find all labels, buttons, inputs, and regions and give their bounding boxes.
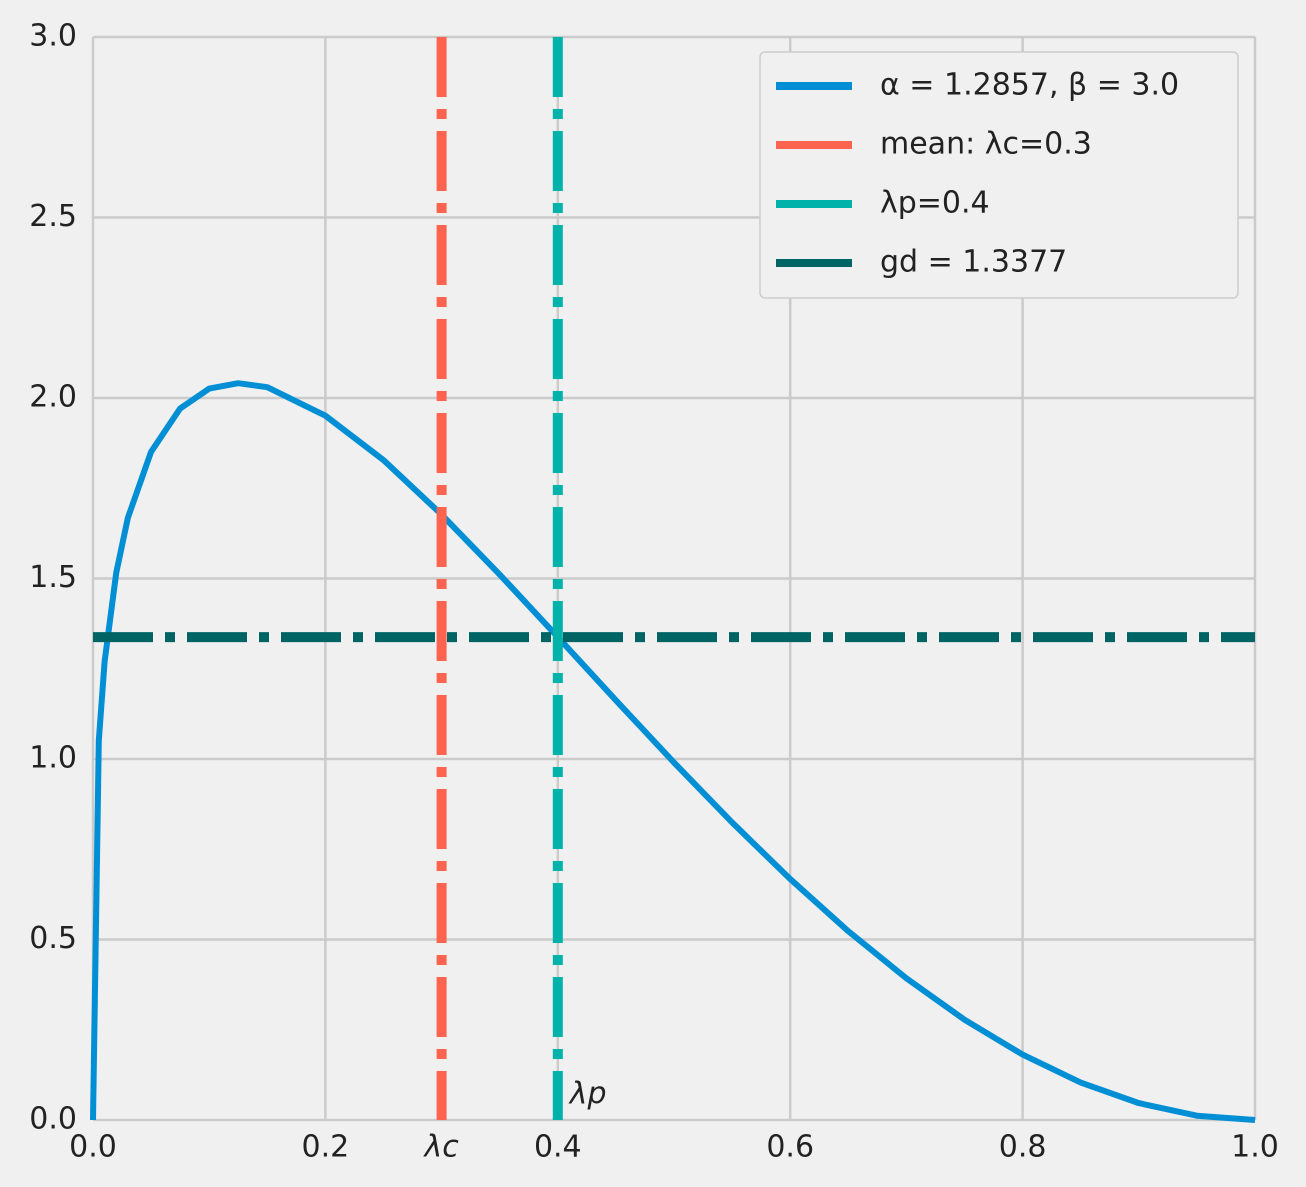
annotation: λp (568, 1077, 607, 1112)
x-tick-label: 1.0 (1231, 1130, 1279, 1165)
curve (90, 380, 1256, 1123)
legend-label: λp=0.4 (880, 186, 990, 221)
legend-label: gd = 1.3377 (880, 245, 1067, 280)
y-tick-label: 0.0 (29, 1102, 77, 1137)
y-tick-label: 1.0 (29, 741, 77, 776)
y-tick-label: 0.5 (29, 921, 77, 956)
legend-label: α = 1.2857, β = 3.0 (880, 68, 1179, 103)
x-tick-label: 0.0 (69, 1130, 117, 1165)
x-tick-label: 0.4 (534, 1130, 582, 1165)
y-tick-label: 2.5 (29, 199, 77, 234)
legend-label: mean: λc=0.3 (880, 127, 1092, 162)
y-tick-label: 1.5 (29, 560, 77, 595)
y-tick-label: 2.0 (29, 380, 77, 415)
x-tick-label: 0.6 (766, 1130, 814, 1165)
x-tick-label: 0.8 (999, 1130, 1047, 1165)
x-tick-label: 0.2 (302, 1130, 350, 1165)
y-tick-label: 3.0 (29, 19, 77, 54)
legend: α = 1.2857, β = 3.0 mean: λc=0.3 λp=0.4 gd … (759, 51, 1239, 299)
annotation: λc (422, 1130, 459, 1165)
legend-box (759, 51, 1239, 299)
